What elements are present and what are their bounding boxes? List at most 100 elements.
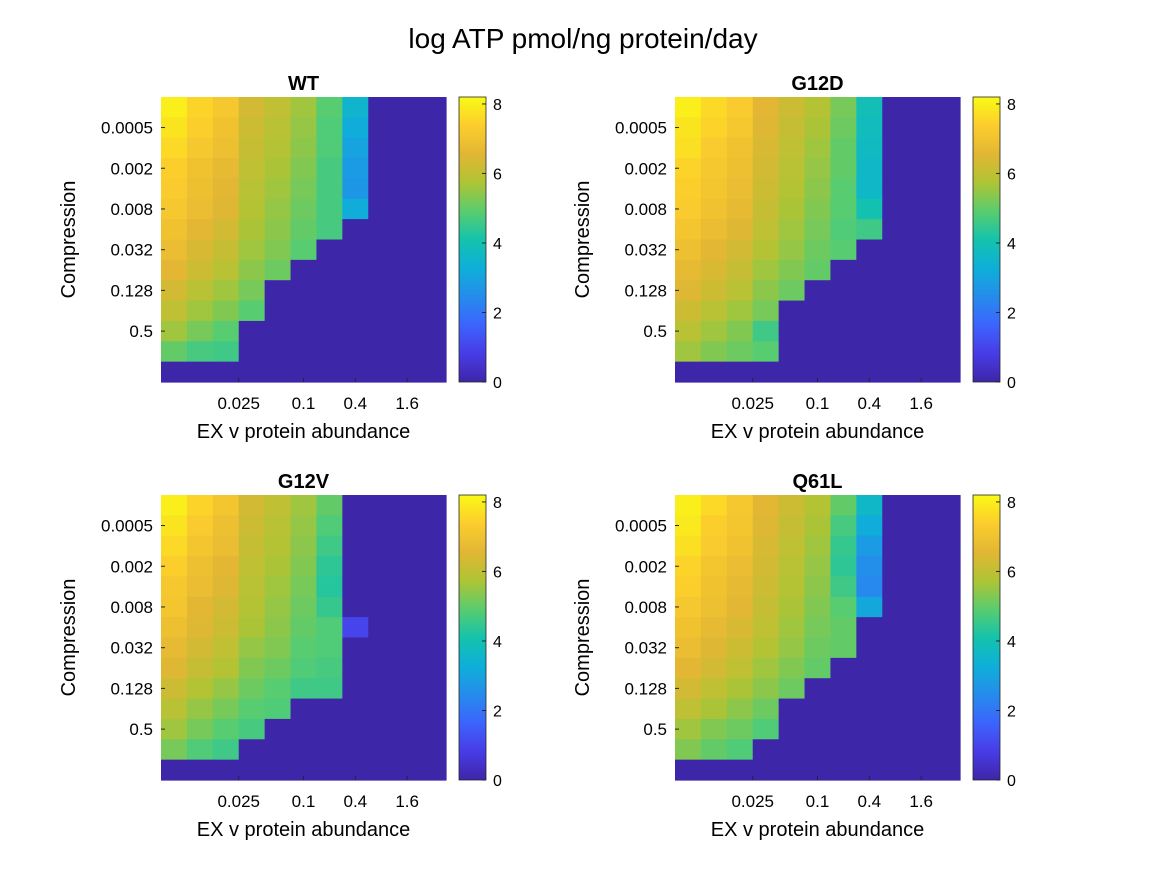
heatmap-cell bbox=[830, 300, 857, 322]
heatmap-cell bbox=[290, 137, 318, 159]
heatmap-cell bbox=[882, 515, 909, 537]
heatmap-cell bbox=[934, 361, 961, 383]
heatmap-cell bbox=[394, 341, 421, 363]
heatmap-cell bbox=[908, 97, 935, 118]
heatmap-cell bbox=[934, 97, 961, 118]
heatmap-cell bbox=[908, 320, 935, 342]
heatmap-cell bbox=[264, 320, 292, 342]
heatmap-cell bbox=[675, 239, 702, 261]
heatmap-cell bbox=[264, 495, 292, 516]
colorbar bbox=[972, 96, 1001, 383]
heatmap-cell bbox=[238, 320, 266, 342]
heatmap-cell bbox=[856, 280, 883, 302]
heatmap-cell bbox=[186, 97, 214, 118]
heatmap-cell bbox=[186, 515, 214, 537]
heatmap-cell bbox=[830, 657, 857, 679]
heatmap-cell bbox=[368, 515, 395, 537]
heatmap-cell bbox=[316, 739, 343, 761]
heatmap-cell bbox=[238, 596, 266, 618]
heatmap-cell bbox=[342, 698, 369, 720]
heatmap-cell bbox=[934, 535, 961, 557]
heatmap-cell bbox=[238, 137, 266, 159]
x-axis-label: EX v protein abundance bbox=[711, 819, 925, 841]
heatmap-cell bbox=[316, 219, 343, 241]
heatmap-cell bbox=[908, 596, 935, 618]
heatmap-cell bbox=[856, 178, 883, 200]
heatmap-cell bbox=[161, 178, 188, 200]
heatmap-cell bbox=[778, 280, 806, 302]
heatmap-cell bbox=[186, 137, 214, 159]
heatmap-cell bbox=[161, 300, 188, 322]
y-axis-label: Compression bbox=[572, 181, 594, 299]
heatmap-cell bbox=[212, 97, 240, 118]
heatmap-cell bbox=[830, 637, 857, 659]
heatmap-cell bbox=[316, 158, 343, 180]
heatmap-cell bbox=[726, 219, 754, 241]
heatmap-cell bbox=[212, 320, 240, 342]
heatmap-cell bbox=[394, 759, 421, 781]
heatmap-cell bbox=[212, 576, 240, 598]
heatmap-cell bbox=[804, 556, 832, 578]
x-tick-label: 1.6 bbox=[395, 792, 419, 811]
heatmap-cell bbox=[161, 97, 188, 118]
heatmap-cell bbox=[700, 219, 728, 241]
y-tick-label: 0.032 bbox=[110, 241, 153, 260]
heatmap-cell bbox=[368, 556, 395, 578]
heatmap-cell bbox=[394, 576, 421, 598]
heatmap-cell bbox=[186, 556, 214, 578]
heatmap-cell bbox=[726, 198, 754, 220]
heatmap-cell bbox=[316, 535, 343, 557]
heatmap-cell bbox=[830, 698, 857, 720]
heatmap-cell bbox=[316, 576, 343, 598]
heatmap-cell bbox=[264, 117, 292, 139]
heatmap-cell bbox=[264, 739, 292, 761]
x-tick-label: 0.1 bbox=[292, 792, 316, 811]
heatmap-cell bbox=[934, 556, 961, 578]
colorbar-tick-label: 4 bbox=[493, 236, 502, 253]
heatmap-cell bbox=[934, 259, 961, 281]
heatmap-cell bbox=[290, 341, 318, 363]
heatmap-cell bbox=[908, 219, 935, 241]
panel-wt: WT 0.0005 0.002 0.008 0.032 0.128 0.5 0.025 0.1 0… bbox=[58, 73, 502, 443]
heatmap-cell bbox=[264, 158, 292, 180]
heatmap-cell bbox=[675, 97, 702, 118]
heatmap-cell bbox=[368, 361, 395, 383]
heatmap-cell bbox=[161, 219, 188, 241]
heatmap-cell bbox=[934, 495, 961, 516]
colorbar-tick-label: 6 bbox=[493, 564, 502, 581]
heatmap-cell bbox=[420, 158, 447, 180]
heatmap-cell bbox=[420, 300, 447, 322]
heatmap-cell bbox=[238, 535, 266, 557]
colorbar-tick-label: 8 bbox=[1007, 495, 1016, 512]
heatmap-cell bbox=[264, 556, 292, 578]
heatmap-cell bbox=[394, 117, 421, 139]
heatmap-cell bbox=[264, 657, 292, 679]
heatmap-cell bbox=[186, 678, 214, 700]
heatmap-cell bbox=[700, 361, 728, 383]
heatmap-cell bbox=[394, 698, 421, 720]
heatmap-cell bbox=[752, 259, 780, 281]
heatmap-cell bbox=[882, 657, 909, 679]
heatmap-cell bbox=[316, 657, 343, 679]
heatmap-cell bbox=[908, 239, 935, 261]
heatmap-cell bbox=[882, 158, 909, 180]
heatmap-cell bbox=[778, 259, 806, 281]
heatmap-cell bbox=[675, 759, 702, 781]
heatmap-cell bbox=[830, 97, 857, 118]
heatmap-cell bbox=[804, 178, 832, 200]
heatmap-cell bbox=[675, 698, 702, 720]
heatmap-cell bbox=[752, 556, 780, 578]
heatmap-cell bbox=[726, 361, 754, 383]
heatmap-cell bbox=[856, 556, 883, 578]
heatmap-cell bbox=[675, 361, 702, 383]
heatmap-cell bbox=[804, 117, 832, 139]
heatmap-cell bbox=[882, 239, 909, 261]
heatmap-cell bbox=[420, 495, 447, 516]
heatmap-cell bbox=[161, 361, 188, 383]
heatmap-cell bbox=[830, 739, 857, 761]
heatmap-cell bbox=[420, 137, 447, 159]
heatmap-cell bbox=[882, 759, 909, 781]
heatmap-cell bbox=[238, 657, 266, 679]
heatmap-cell bbox=[804, 219, 832, 241]
heatmap-cell bbox=[238, 759, 266, 781]
